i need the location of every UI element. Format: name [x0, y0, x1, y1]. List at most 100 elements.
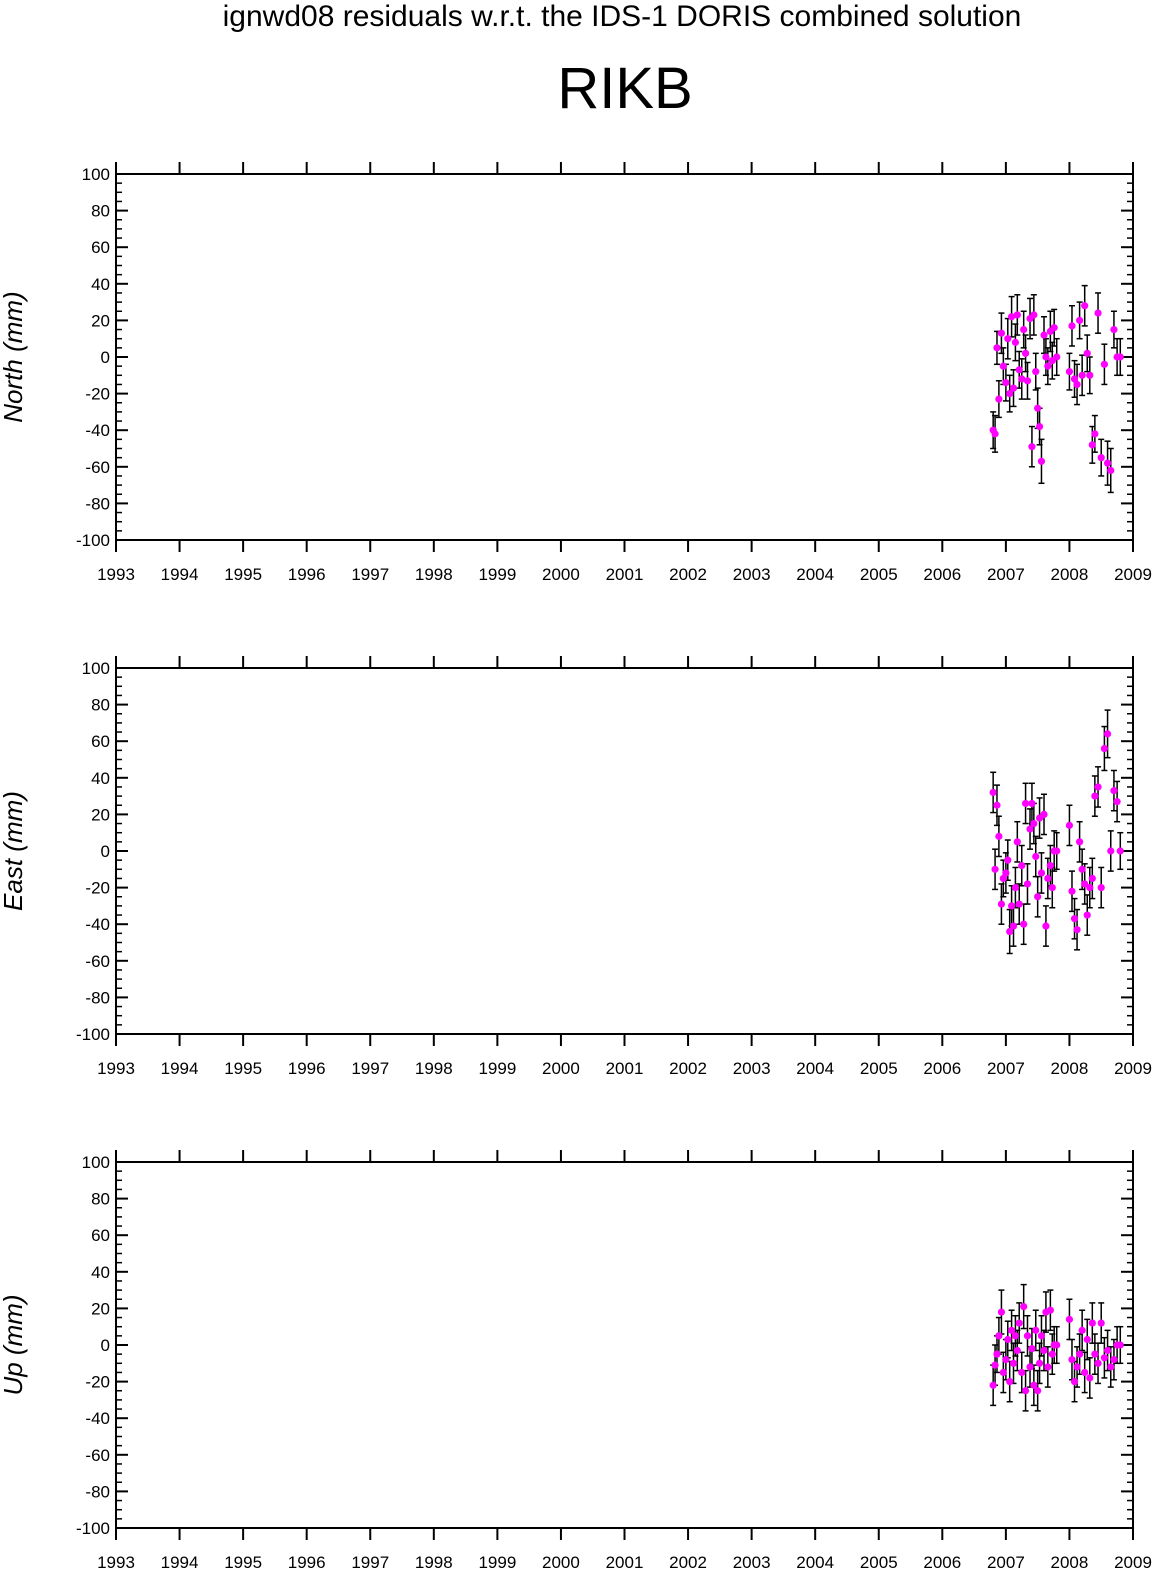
x-tick-label: 1995: [224, 1059, 262, 1078]
data-point: [989, 1381, 997, 1389]
data-point: [1023, 880, 1032, 888]
data-point: [1006, 1378, 1014, 1386]
data-point: [1050, 324, 1058, 332]
data-point: [1107, 466, 1115, 475]
x-tick-label: 2003: [733, 1553, 771, 1572]
data-point: [1011, 1332, 1020, 1340]
x-tick-label: 2003: [733, 1059, 771, 1078]
x-tick-label: 2004: [796, 1059, 834, 1078]
data-point: [1094, 309, 1102, 317]
y-tick-label: 60: [91, 238, 110, 257]
data-point: [1002, 869, 1010, 877]
y-tick-label: 0: [101, 1336, 110, 1355]
data-point: [1100, 1354, 1108, 1362]
data-point: [1020, 920, 1028, 928]
data-point: [1020, 1302, 1028, 1311]
data-point: [1030, 1381, 1038, 1389]
data-point: [1011, 884, 1020, 892]
panels: 100 80 60 40 20 0 -20 -40 -60 -80 -100 1993 1994 1995…: [0, 162, 1152, 1572]
data-point: [1030, 311, 1038, 319]
data-point: [993, 801, 1001, 809]
y-tick-label: -80: [85, 1482, 110, 1501]
data-point: [1097, 884, 1105, 892]
x-tick-label: 2008: [1051, 565, 1089, 584]
data-point: [1048, 884, 1056, 892]
station-name: RIKB: [557, 56, 692, 121]
data-point: [1081, 302, 1089, 310]
y-tick-label: 40: [91, 769, 110, 788]
x-tick-label: 2000: [542, 565, 580, 584]
x-tick-label: 1993: [97, 1059, 135, 1078]
data-point: [1046, 1306, 1054, 1314]
y-tick-label: 60: [91, 732, 110, 751]
x-tick-label: 1994: [161, 565, 199, 584]
data-point: [1028, 799, 1036, 808]
data-point: [1007, 313, 1016, 321]
x-tick-label: 2001: [606, 565, 644, 584]
data-point: [1006, 390, 1014, 398]
data-point: [995, 832, 1003, 840]
data-point: [1020, 325, 1028, 334]
x-tick-label: 2002: [669, 1553, 707, 1572]
data-point: [1107, 1363, 1115, 1371]
data-point: [1015, 366, 1023, 374]
data-point: [995, 1332, 1003, 1340]
data-point: [1053, 847, 1061, 855]
data-point: [1021, 799, 1030, 808]
data-point: [1034, 1387, 1042, 1395]
data-point: [1028, 1345, 1036, 1353]
data-point: [1116, 353, 1124, 361]
x-tick-label: 2008: [1051, 1553, 1089, 1572]
x-tick-label: 1997: [351, 1059, 389, 1078]
y-tick-label: 60: [91, 1226, 110, 1245]
y-tick-label: 40: [91, 1263, 110, 1282]
y-tick-label: 20: [91, 1299, 110, 1318]
y-tick-label: -80: [85, 494, 110, 513]
data-point: [1032, 368, 1040, 376]
data-point: [1021, 1387, 1030, 1395]
data-point: [1078, 1326, 1086, 1334]
x-tick-label: 1993: [97, 565, 135, 584]
data-point: [1013, 1346, 1021, 1355]
data-point: [1065, 1315, 1074, 1323]
data-point: [1097, 1319, 1105, 1327]
data-point: [1002, 379, 1010, 387]
data-point: [1034, 404, 1042, 412]
data-point: [1070, 915, 1079, 923]
y-tick-label: 0: [101, 348, 110, 367]
y-tick-label: 20: [91, 311, 110, 330]
data-point: [1065, 821, 1074, 829]
x-tick-label: 2005: [860, 1059, 898, 1078]
data-point: [1107, 847, 1115, 855]
data-point: [999, 874, 1007, 883]
data-point: [1040, 1346, 1048, 1355]
x-tick-label: 2009: [1114, 1059, 1152, 1078]
data-point: [1037, 869, 1046, 877]
y-tick-label: 80: [91, 202, 110, 221]
y-tick-label: -60: [85, 458, 110, 477]
y-tick-label: -40: [85, 1409, 110, 1428]
data-point: [1007, 1326, 1016, 1334]
data-point: [991, 865, 999, 873]
data-point: [1015, 900, 1023, 908]
data-point: [1037, 457, 1046, 465]
data-point: [1004, 1335, 1012, 1344]
data-point: [1021, 349, 1030, 357]
x-tick-label: 2005: [860, 1553, 898, 1572]
y-axis-label: North (mm): [0, 291, 28, 422]
data-point: [1116, 847, 1124, 855]
data-point: [1040, 810, 1048, 819]
x-tick-label: 1995: [224, 565, 262, 584]
data-point: [1030, 819, 1038, 828]
x-tick-label: 1998: [415, 1553, 453, 1572]
data-point: [1040, 331, 1048, 339]
data-point: [1053, 353, 1061, 361]
data-point: [1078, 865, 1086, 873]
data-point: [1002, 1356, 1010, 1364]
x-tick-label: 1999: [478, 565, 516, 584]
panel-3: 100 80 60 40 20 0 -20 -40 -60 -80 -100 1993 1994 1995…: [0, 1150, 1152, 1572]
data-point: [1110, 1356, 1118, 1364]
x-tick-label: 2000: [542, 1059, 580, 1078]
x-tick-label: 2006: [923, 565, 961, 584]
